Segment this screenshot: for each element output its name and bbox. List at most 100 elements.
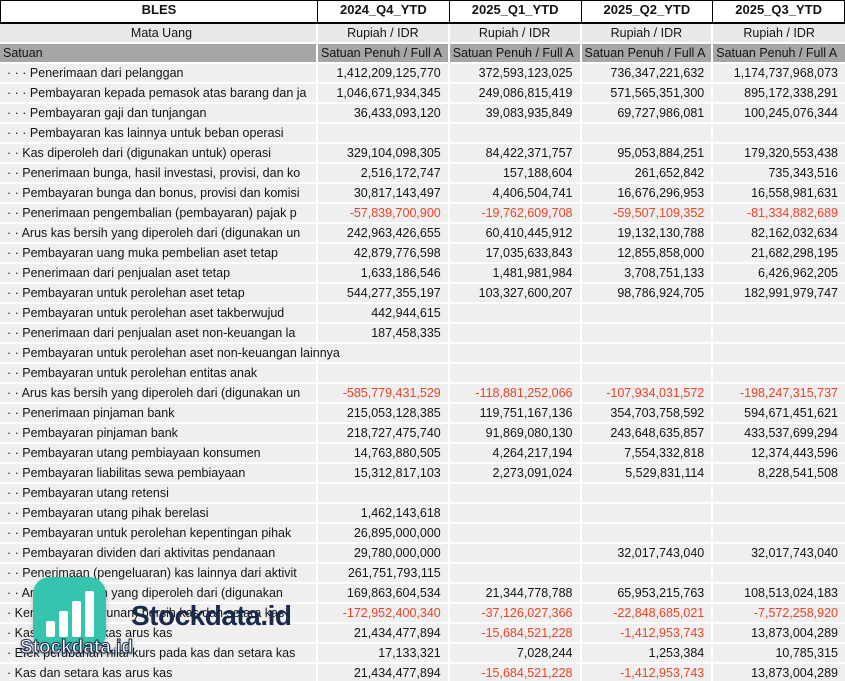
value-cell[interactable] — [713, 324, 845, 344]
value-cell[interactable] — [713, 484, 845, 504]
value-cell[interactable]: 10,785,315 — [713, 644, 845, 664]
value-cell[interactable]: 2,516,172,747 — [318, 164, 450, 184]
row-label-cell[interactable]: · · · Pembayaran kas lainnya untuk beban… — [0, 124, 318, 144]
value-cell[interactable]: 7,554,332,818 — [581, 444, 714, 464]
value-cell[interactable]: 5,529,831,114 — [581, 464, 714, 484]
value-cell[interactable]: 98,786,924,705 — [581, 284, 714, 304]
row-label-cell[interactable]: · · Penerimaan pinjaman bank — [0, 404, 318, 424]
value-cell[interactable]: 26,895,000,000 — [318, 524, 450, 544]
column-header-2025-q3-ytd[interactable]: 2025_Q3_YTD — [713, 1, 845, 22]
currency-cell[interactable]: Rupiah / IDR — [713, 24, 845, 44]
value-cell[interactable] — [318, 124, 450, 144]
currency-cell[interactable]: Rupiah / IDR — [318, 24, 450, 44]
row-label-cell[interactable]: · · Arus kas bersih yang diperoleh dari … — [0, 384, 318, 404]
row-label-cell[interactable]: · · · Penerimaan dari pelanggan — [0, 64, 318, 84]
value-cell[interactable]: 179,320,553,438 — [713, 144, 845, 164]
value-cell[interactable]: -585,779,431,529 — [318, 384, 450, 404]
value-cell[interactable]: -59,507,109,352 — [581, 204, 714, 224]
value-cell[interactable]: 1,481,981,984 — [449, 264, 582, 284]
value-cell[interactable] — [449, 124, 582, 144]
value-cell[interactable]: 21,682,298,195 — [713, 244, 845, 264]
value-cell[interactable]: 13,873,004,289 — [713, 624, 845, 644]
value-cell[interactable]: -57,839,700,900 — [318, 204, 450, 224]
value-cell[interactable]: 12,855,858,000 — [581, 244, 714, 264]
value-cell[interactable]: 571,565,351,300 — [581, 84, 714, 104]
value-cell[interactable]: 12,374,443,596 — [713, 444, 845, 464]
value-cell[interactable]: -15,684,521,228 — [449, 664, 582, 681]
unit-cell[interactable]: Satuan Penuh / Full A — [581, 44, 714, 64]
value-cell[interactable]: 4,264,217,194 — [449, 444, 582, 464]
row-label-cell[interactable]: · · Pembayaran untuk perolehan kepenting… — [0, 524, 318, 544]
value-cell[interactable] — [713, 524, 845, 544]
value-cell[interactable]: 187,458,335 — [318, 324, 450, 344]
value-cell[interactable]: 16,676,296,953 — [581, 184, 714, 204]
row-label-cell[interactable]: · · Pembayaran liabilitas sewa pembiayaa… — [0, 464, 318, 484]
value-cell[interactable]: 108,513,024,183 — [713, 584, 845, 604]
row-label-cell[interactable]: · · Pembayaran utang pembiayaan konsumen — [0, 444, 318, 464]
row-label-cell[interactable]: · · Pembayaran utang retensi — [0, 484, 318, 504]
value-cell[interactable] — [318, 484, 450, 504]
unit-cell[interactable]: Satuan Penuh / Full A — [318, 44, 450, 64]
currency-cell[interactable]: Rupiah / IDR — [449, 24, 582, 44]
value-cell[interactable]: 1,046,671,934,345 — [318, 84, 450, 104]
value-cell[interactable] — [581, 324, 714, 344]
value-cell[interactable]: 2,273,091,024 — [449, 464, 582, 484]
value-cell[interactable] — [449, 564, 582, 584]
value-cell[interactable]: 30,817,143,497 — [318, 184, 450, 204]
value-cell[interactable]: -107,934,031,572 — [581, 384, 714, 404]
value-cell[interactable] — [449, 544, 582, 564]
value-cell[interactable]: 3,708,751,133 — [581, 264, 714, 284]
value-cell[interactable]: 21,434,477,894 — [318, 664, 450, 681]
value-cell[interactable]: 82,162,032,634 — [713, 224, 845, 244]
value-cell[interactable]: 1,633,186,546 — [318, 264, 450, 284]
value-cell[interactable] — [318, 344, 450, 364]
row-label-cell[interactable]: · · · Pembayaran gaji dan tunjangan — [0, 104, 318, 124]
value-cell[interactable] — [581, 304, 714, 324]
value-cell[interactable]: 242,963,426,655 — [318, 224, 450, 244]
row-label-cell[interactable]: · · Arus kas bersih yang diperoleh dari … — [0, 224, 318, 244]
value-cell[interactable]: 169,863,604,534 — [318, 584, 450, 604]
row-label-cell[interactable]: · · Pembayaran utang pihak berelasi — [0, 504, 318, 524]
value-cell[interactable]: 69,727,986,081 — [581, 104, 714, 124]
value-cell[interactable]: -172,952,400,340 — [318, 604, 450, 624]
value-cell[interactable] — [713, 564, 845, 584]
value-cell[interactable]: 36,433,093,120 — [318, 104, 450, 124]
value-cell[interactable]: 15,312,817,103 — [318, 464, 450, 484]
value-cell[interactable]: -15,684,521,228 — [449, 624, 582, 644]
value-cell[interactable] — [581, 564, 714, 584]
value-cell[interactable] — [581, 124, 714, 144]
value-cell[interactable]: 8,228,541,508 — [713, 464, 845, 484]
value-cell[interactable]: 29,780,000,000 — [318, 544, 450, 564]
unit-cell[interactable]: Satuan Penuh / Full A — [449, 44, 582, 64]
value-cell[interactable] — [713, 344, 845, 364]
value-cell[interactable]: 736,347,221,632 — [581, 64, 714, 84]
row-label-cell[interactable]: · · Pembayaran dividen dari aktivitas pe… — [0, 544, 318, 564]
row-label-cell[interactable]: · · Penerimaan pengembalian (pembayaran)… — [0, 204, 318, 224]
value-cell[interactable]: -7,572,258,920 — [713, 604, 845, 624]
row-label-cell[interactable]: · · Pembayaran uang muka pembelian aset … — [0, 244, 318, 264]
value-cell[interactable]: 182,991,979,747 — [713, 284, 845, 304]
value-cell[interactable]: 1,253,384 — [581, 644, 714, 664]
value-cell[interactable]: 95,053,884,251 — [581, 144, 714, 164]
value-cell[interactable]: 119,751,167,136 — [449, 404, 582, 424]
unit-cell[interactable]: Satuan Penuh / Full A — [713, 44, 845, 64]
value-cell[interactable]: -118,881,252,066 — [449, 384, 582, 404]
row-label-cell[interactable]: · · Arus kas bersih yang diperoleh dari … — [0, 584, 318, 604]
row-label-cell[interactable]: · · Penerimaan dari penjualan aset tetap — [0, 264, 318, 284]
value-cell[interactable]: -1,412,953,743 — [581, 664, 714, 681]
value-cell[interactable] — [449, 364, 582, 384]
value-cell[interactable]: 329,104,098,305 — [318, 144, 450, 164]
value-cell[interactable]: 4,406,504,741 — [449, 184, 582, 204]
row-label-cell[interactable]: · · Pembayaran pinjaman bank — [0, 424, 318, 444]
value-cell[interactable]: 544,277,355,197 — [318, 284, 450, 304]
unit-row-label[interactable]: Satuan — [0, 44, 318, 64]
value-cell[interactable]: 218,727,475,740 — [318, 424, 450, 444]
row-label-cell[interactable]: · Kas dan setara kas arus kas — [0, 664, 318, 681]
value-cell[interactable] — [449, 504, 582, 524]
value-cell[interactable]: -1,412,953,743 — [581, 624, 714, 644]
row-label-cell[interactable]: · · Penerimaan dari penjualan aset non-k… — [0, 324, 318, 344]
value-cell[interactable]: 19,132,130,788 — [581, 224, 714, 244]
value-cell[interactable]: 14,763,880,505 — [318, 444, 450, 464]
value-cell[interactable]: 100,245,076,344 — [713, 104, 845, 124]
value-cell[interactable]: 103,327,600,207 — [449, 284, 582, 304]
